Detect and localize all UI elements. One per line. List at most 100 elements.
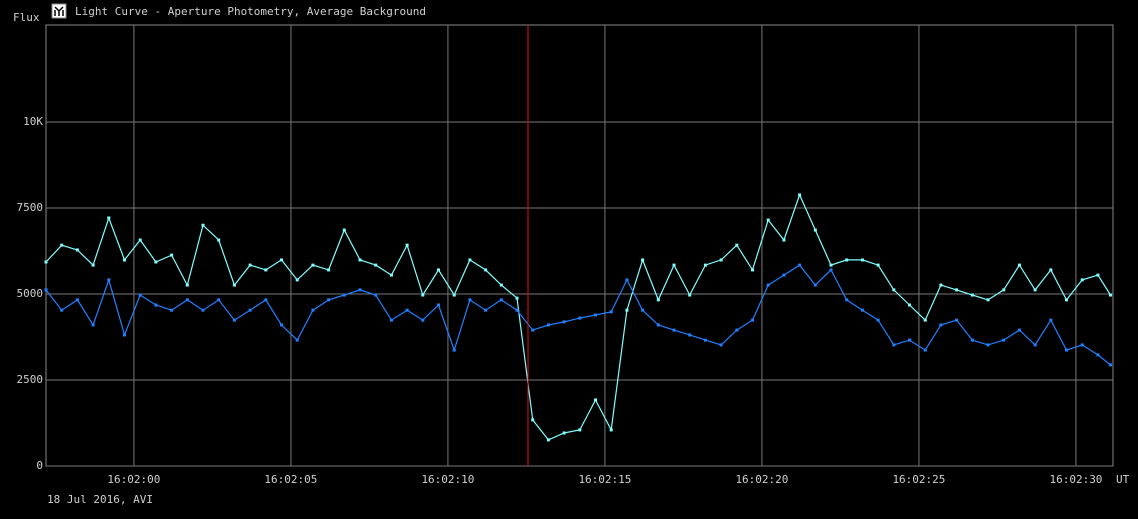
data-point — [311, 263, 315, 267]
data-point — [91, 323, 95, 327]
data-point — [327, 268, 331, 272]
data-point — [515, 296, 519, 300]
data-point — [955, 288, 959, 292]
data-point — [845, 298, 849, 302]
data-point — [970, 338, 974, 342]
data-point — [986, 298, 990, 302]
data-point — [185, 283, 189, 287]
data-point — [1017, 263, 1021, 267]
data-point — [625, 308, 629, 312]
data-point — [405, 243, 409, 247]
y-tick-label: 7500 — [17, 201, 44, 214]
data-point — [484, 308, 488, 312]
data-point — [75, 248, 79, 252]
data-point — [955, 318, 959, 322]
data-point — [672, 263, 676, 267]
data-point — [437, 268, 441, 272]
grid — [46, 25, 1113, 467]
data-point — [60, 308, 64, 312]
data-point — [1049, 318, 1053, 322]
data-point — [594, 313, 598, 317]
data-point — [107, 216, 111, 220]
data-point — [876, 318, 880, 322]
data-point — [860, 258, 864, 262]
data-point — [280, 323, 284, 327]
data-point — [923, 318, 927, 322]
data-point — [515, 308, 519, 312]
data-point — [782, 238, 786, 242]
x-tick-label: 16:02:10 — [421, 473, 474, 486]
data-point — [562, 320, 566, 324]
data-point — [876, 263, 880, 267]
chart-title: Light Curve - Aperture Photometry, Avera… — [75, 5, 426, 18]
data-point — [688, 333, 692, 337]
data-point — [185, 298, 189, 302]
data-point — [562, 431, 566, 435]
data-point — [374, 293, 378, 297]
data-point — [546, 438, 550, 442]
y-tick-label: 0 — [36, 459, 43, 472]
data-point — [641, 258, 645, 262]
data-point — [311, 308, 315, 312]
data-point — [201, 308, 205, 312]
data-point — [641, 308, 645, 312]
data-point — [217, 298, 221, 302]
y-tick-label: 2500 — [17, 373, 44, 386]
x-unit-label: UT — [1116, 473, 1130, 486]
data-point — [358, 288, 362, 292]
data-point — [546, 323, 550, 327]
data-point — [295, 278, 299, 282]
data-point — [829, 268, 833, 272]
data-point — [531, 418, 535, 422]
data-point — [703, 263, 707, 267]
data-point — [170, 308, 174, 312]
x-tick-label: 16:02:05 — [264, 473, 317, 486]
data-point — [44, 288, 48, 292]
data-point — [107, 278, 111, 282]
data-point — [264, 298, 268, 302]
data-point — [908, 303, 912, 307]
data-point — [201, 223, 205, 227]
data-point — [625, 278, 629, 282]
data-point — [1065, 298, 1069, 302]
data-point — [766, 283, 770, 287]
data-point — [389, 273, 393, 277]
data-point — [860, 308, 864, 312]
data-point — [829, 263, 833, 267]
data-point — [656, 323, 660, 327]
data-point — [703, 338, 707, 342]
y-tick-label: 5000 — [17, 287, 44, 300]
data-point — [609, 310, 613, 314]
data-point — [798, 263, 802, 267]
data-point — [1049, 268, 1053, 272]
data-point — [468, 258, 472, 262]
data-point — [719, 258, 723, 262]
data-point — [1108, 293, 1112, 297]
x-tick-label: 16:02:00 — [107, 473, 160, 486]
data-point — [484, 268, 488, 272]
data-point — [1080, 343, 1084, 347]
data-point — [986, 343, 990, 347]
x-tick-label: 16:02:25 — [892, 473, 945, 486]
data-point — [782, 273, 786, 277]
data-point — [892, 288, 896, 292]
data-point — [578, 316, 582, 320]
data-point — [248, 263, 252, 267]
data-point — [421, 318, 425, 322]
data-point — [280, 258, 284, 262]
data-point — [217, 238, 221, 242]
data-point — [1080, 278, 1084, 282]
data-point — [327, 298, 331, 302]
data-point — [813, 228, 817, 232]
data-point — [766, 218, 770, 222]
x-tick-label: 16:02:20 — [735, 473, 788, 486]
data-point — [499, 298, 503, 302]
x-tick-label: 16:02:30 — [1049, 473, 1102, 486]
data-point — [342, 228, 346, 232]
data-point — [970, 293, 974, 297]
data-point — [813, 283, 817, 287]
data-point — [499, 283, 503, 287]
data-point — [138, 293, 142, 297]
